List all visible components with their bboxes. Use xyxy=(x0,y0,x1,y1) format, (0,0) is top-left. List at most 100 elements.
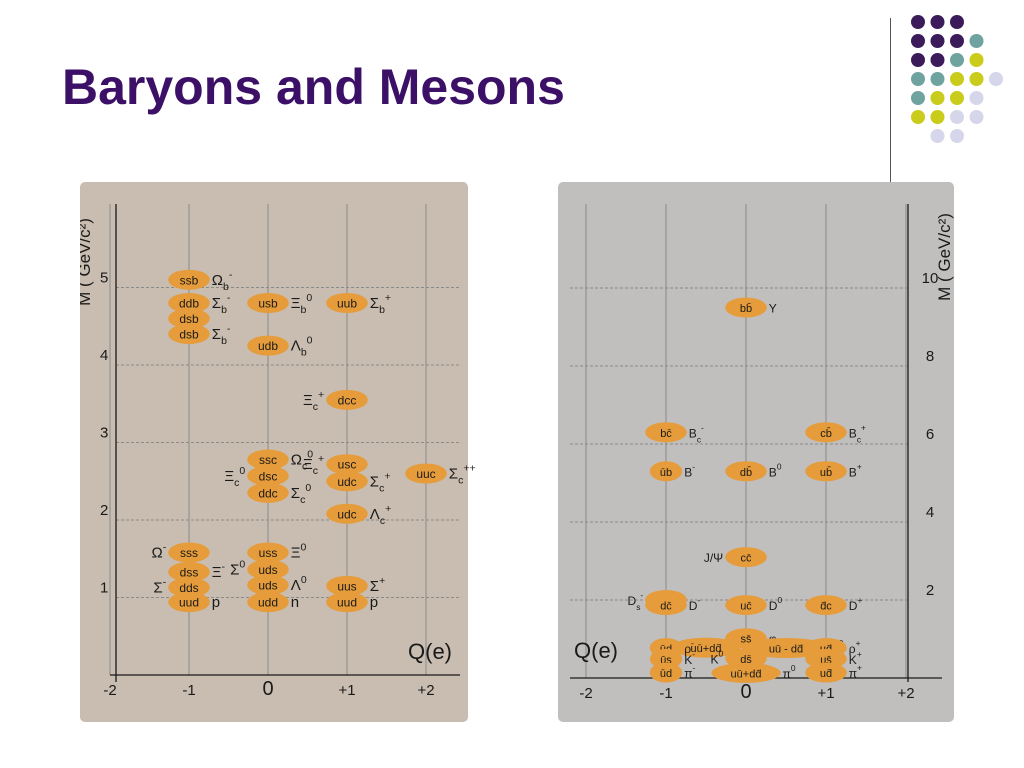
quark-content-label: ud̄ xyxy=(820,668,832,680)
particle-symbol-label: π+ xyxy=(849,663,862,681)
particle-blob xyxy=(326,454,368,475)
particle-symbol-label: Σc0 xyxy=(291,482,312,506)
decor-dot xyxy=(930,91,945,105)
particle-blob xyxy=(649,461,683,482)
decor-dot xyxy=(950,91,964,105)
divider-line xyxy=(890,18,891,186)
decor-dot xyxy=(911,34,925,48)
x-tick-label: -1 xyxy=(659,685,672,702)
particle-blob xyxy=(671,637,741,658)
decor-dot xyxy=(930,72,945,86)
quark-content-label: usb xyxy=(258,297,278,311)
particle-point: bb̄ Υ xyxy=(725,297,777,318)
particle-point: usb Ξb0 xyxy=(247,292,312,316)
decor-dot xyxy=(969,72,984,86)
decor-dot xyxy=(930,53,945,67)
particle-point: dds Σ- xyxy=(153,576,210,598)
particle-symbol-label: Ξb0 xyxy=(291,292,313,316)
particle-blob xyxy=(725,595,767,616)
y-tick-label: 4 xyxy=(926,504,934,521)
decorative-dot-pattern xyxy=(911,15,1003,143)
particle-symbol-label: ρ+ xyxy=(849,638,861,656)
y-tick-label: 6 xyxy=(926,426,934,443)
quark-content-label: dss xyxy=(180,565,199,579)
particle-symbol-label: Σ0 xyxy=(230,559,245,579)
decor-dot xyxy=(950,15,964,29)
quark-content-label: dsb xyxy=(179,328,199,342)
quark-content-label: uū+dd̄ xyxy=(691,643,722,655)
particle-symbol-label: Bc+ xyxy=(849,422,866,444)
y-tick-label: 2 xyxy=(926,582,934,599)
particle-symbol-label: Σb+ xyxy=(370,292,391,316)
decor-dot xyxy=(969,34,984,48)
particle-symbol-label: Ds- xyxy=(628,590,644,612)
particle-symbol-label: Ξc+ xyxy=(303,453,324,477)
particle-point: dsc Ξc0 xyxy=(224,465,289,489)
particle-blob xyxy=(805,595,847,616)
quark-content-label: d̄c xyxy=(820,601,832,613)
particle-point: db̄ B0 xyxy=(725,461,782,482)
particle-symbol-label: Ξ0 xyxy=(291,542,307,562)
particle-symbol-label: Σb- xyxy=(212,292,231,316)
particle-point: cc̄ J/Ψ xyxy=(704,547,767,568)
decor-dot xyxy=(911,72,925,86)
particle-symbol-label: p xyxy=(212,594,220,611)
particle-blob xyxy=(711,662,781,683)
decor-dot xyxy=(950,53,964,67)
particle-point: uū+dd̄ π0 xyxy=(711,662,796,683)
particle-blob xyxy=(168,542,210,563)
x-tick-label: -1 xyxy=(182,682,195,699)
particle-point: udc Λc+ xyxy=(326,503,391,527)
quark-content-label: uc̄ xyxy=(740,601,752,613)
quark-content-label: bb̄ xyxy=(740,302,752,315)
quark-content-label: sss xyxy=(180,546,198,560)
particle-symbol-label: n xyxy=(291,594,299,611)
particle-point: uss Ξ0 xyxy=(247,542,307,563)
particle-point: dcc Ξc+ xyxy=(303,389,368,413)
particle-blob xyxy=(725,297,767,318)
particle-blob xyxy=(247,575,289,596)
particle-symbol-label: Ωc0 xyxy=(291,449,313,473)
particle-blob xyxy=(247,335,289,356)
particle-blob xyxy=(645,422,687,443)
particle-point: ssc Ωc0 xyxy=(247,449,313,473)
particle-point: ud̄ π+ xyxy=(805,662,862,683)
particle-point: uub Σb+ xyxy=(326,292,391,316)
quark-content-label: uds xyxy=(258,563,277,577)
particle-point: uuc Σc++ xyxy=(405,463,476,487)
quark-content-label: uud xyxy=(179,596,199,610)
quark-content-label: udb xyxy=(258,339,278,353)
particle-symbol-label: Ω- xyxy=(151,542,166,562)
quark-content-label: dc̄ xyxy=(660,601,672,613)
particle-point: cb̄ Bc+ xyxy=(805,422,866,444)
quark-content-label: db̄ xyxy=(740,466,752,479)
quark-content-label: ss̄ xyxy=(741,634,753,646)
quark-content-label: ssc xyxy=(259,453,277,467)
quark-content-label: ddc xyxy=(258,486,277,500)
particle-point: ūb B- xyxy=(649,461,695,482)
x-axis-label: Q(e) xyxy=(408,639,452,664)
particle-point: dsb xyxy=(168,308,210,329)
y-tick-label: 10 xyxy=(922,270,939,287)
particle-symbol-label: Ξc0 xyxy=(224,465,245,489)
y-tick-label: 4 xyxy=(100,347,108,364)
y-axis-label: M ( GeV/c²) xyxy=(935,213,954,301)
x-tick-label: +1 xyxy=(817,685,834,702)
x-tick-label: 0 xyxy=(740,681,751,703)
particle-blob xyxy=(247,559,289,580)
quark-content-label: uuc xyxy=(416,467,435,481)
quark-content-label: dds xyxy=(179,581,198,595)
y-tick-label: 8 xyxy=(926,348,934,365)
quark-content-label: dcc xyxy=(338,393,357,407)
particle-symbol-label: Ωb- xyxy=(212,269,233,293)
particle-symbol-label: K0 xyxy=(711,649,724,667)
particle-point: ūd π- xyxy=(649,662,695,683)
quark-content-label: uds xyxy=(258,579,277,593)
particle-blob xyxy=(326,592,368,613)
particle-symbol-label: Σb- xyxy=(212,323,231,347)
quark-content-label: udc xyxy=(337,475,356,489)
quark-content-label: ddb xyxy=(179,297,199,311)
quark-content-label: uud xyxy=(337,596,357,610)
quark-content-label: bc̄ xyxy=(660,428,672,440)
particle-point: ddc Σc0 xyxy=(247,482,311,506)
